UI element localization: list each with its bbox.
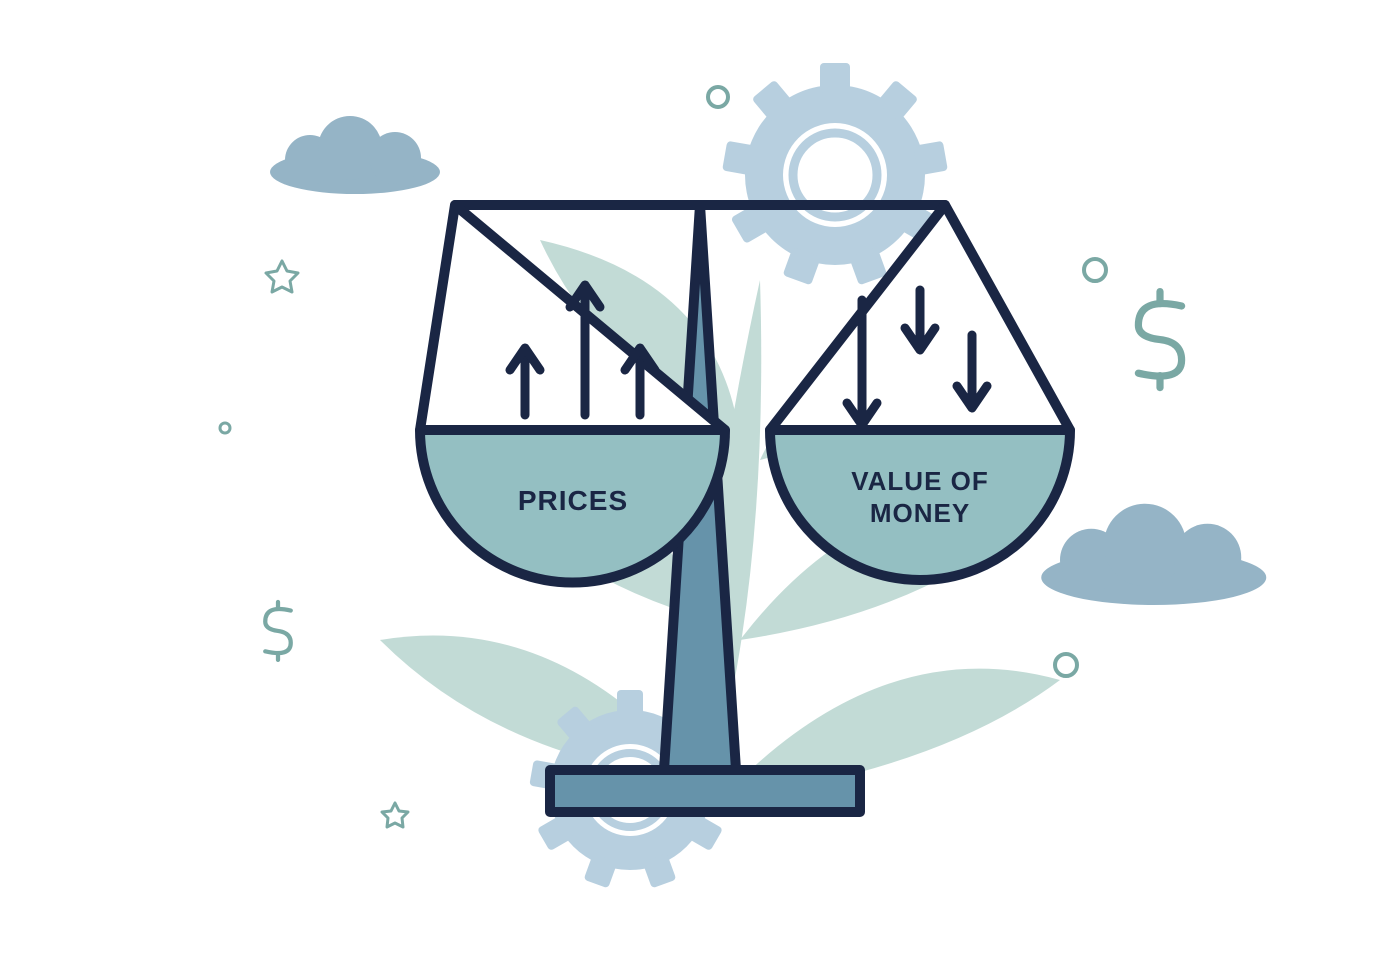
inflation-scale-infographic: PRICES — [0, 0, 1400, 980]
scale-base — [550, 770, 860, 812]
cloud-right-icon — [1041, 504, 1266, 605]
left-pan-label: PRICES — [518, 485, 628, 516]
right-pan-label-line2: MONEY — [870, 498, 970, 528]
right-pan-label-line1: VALUE OF — [851, 466, 989, 496]
dollar-sign-right-icon — [1138, 292, 1181, 388]
decoration-stars — [266, 261, 408, 827]
cloud-left-icon — [270, 116, 440, 194]
dollar-sign-left-icon — [265, 602, 291, 660]
infographic-svg: PRICES — [0, 0, 1400, 980]
